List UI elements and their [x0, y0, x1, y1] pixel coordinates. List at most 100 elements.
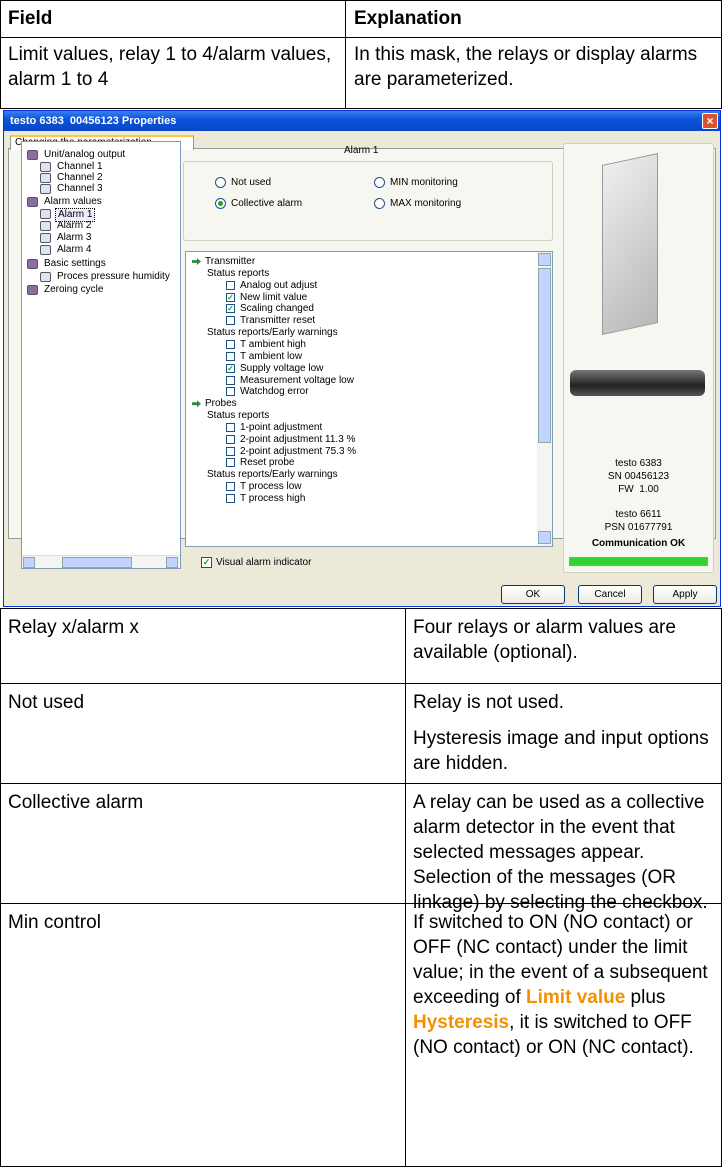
paragraph: Relay is not used.	[413, 690, 718, 715]
tree-item[interactable]: Channel 2	[57, 172, 103, 183]
heading-label: Status reports	[207, 410, 270, 422]
checkbox[interactable]	[226, 422, 235, 432]
progress-bar	[569, 557, 708, 566]
close-button[interactable]: ×	[702, 113, 718, 129]
checkbox-label[interactable]: Supply voltage low	[240, 362, 324, 374]
checkbox-label[interactable]: T process high	[240, 493, 306, 504]
tree-item[interactable]: Zeroing cycle	[44, 284, 104, 295]
checkbox[interactable]	[226, 446, 235, 456]
scroll-thumb[interactable]	[62, 557, 132, 568]
tree-icon	[40, 221, 51, 231]
scroll-button[interactable]	[538, 531, 551, 544]
table-cell: Limit values, relay 1 to 4/alarm values,…	[8, 44, 332, 90]
checkbox-label[interactable]: T ambient high	[240, 338, 306, 350]
radio-button[interactable]	[374, 177, 385, 188]
option-group	[183, 161, 553, 241]
table-cell: If switched to ON (NO contact) or OFF (N…	[413, 910, 718, 1160]
checkbox[interactable]	[226, 375, 235, 385]
checkbox-label[interactable]: 1-point adjustment	[240, 421, 323, 433]
text-run: Hysteresis image and input options are h…	[413, 728, 709, 774]
checkbox[interactable]	[226, 458, 235, 468]
scroll-button[interactable]	[538, 253, 551, 266]
scroll-button[interactable]	[166, 557, 178, 568]
checkbox[interactable]	[226, 482, 235, 492]
tree-item[interactable]: Alarm 3	[57, 232, 92, 243]
table-border	[345, 0, 346, 109]
tree-item[interactable]: Unit/analog output	[44, 149, 126, 160]
group-label: Probes	[205, 398, 237, 410]
tree-item[interactable]: Alarm 1	[55, 208, 96, 222]
checkbox[interactable]	[226, 434, 235, 444]
dialog-button[interactable]: OK	[501, 585, 565, 604]
checkbox-label[interactable]: Scaling changed	[240, 303, 314, 315]
checkbox-label[interactable]: Transmitter reset	[240, 315, 316, 327]
tree-item[interactable]: Alarm 4	[57, 244, 92, 255]
text-run: plus	[625, 987, 666, 1008]
checkbox[interactable]	[226, 494, 235, 503]
highlight-term: Limit value	[526, 987, 626, 1008]
table-border	[0, 608, 722, 609]
table-border	[0, 683, 722, 684]
radio-label[interactable]: MAX monitoring	[390, 198, 462, 209]
tree-item[interactable]: Alarm values	[44, 196, 102, 207]
group-icon	[192, 258, 201, 265]
table-border	[0, 37, 722, 38]
tree-item[interactable]: Channel 3	[57, 183, 103, 194]
horizontal-scrollbar	[22, 555, 180, 568]
table-cell: Collective alarm	[8, 792, 144, 813]
checkbox[interactable]: ✓	[201, 557, 212, 568]
checkbox-label[interactable]: New limit value	[240, 291, 308, 303]
tree-item[interactable]: Alarm 2	[57, 220, 92, 231]
radio-button[interactable]	[374, 198, 385, 209]
radio-button[interactable]	[215, 198, 226, 209]
heading-label: Status reports/Early warnings	[207, 469, 338, 481]
scroll-thumb[interactable]	[538, 268, 551, 443]
radio-label[interactable]: Collective alarm	[231, 198, 303, 209]
checkbox-label[interactable]: T ambient low	[240, 350, 303, 362]
checkbox[interactable]: ✓	[226, 363, 235, 373]
checkbox[interactable]	[226, 280, 235, 290]
group-icon	[192, 400, 201, 408]
tree-icon	[40, 272, 51, 282]
checkbox-label[interactable]: 2-point adjustment 75.3 %	[240, 445, 357, 457]
scroll-button[interactable]	[23, 557, 35, 568]
checkbox[interactable]	[226, 387, 235, 397]
text-run: A relay can be used as a collective alar…	[413, 792, 708, 913]
vertical-scrollbar	[537, 252, 552, 546]
table-cell: A relay can be used as a collective alar…	[413, 790, 718, 1040]
checkbox[interactable]: ✓	[226, 292, 235, 302]
radio-button[interactable]	[215, 177, 226, 188]
tree-icon	[40, 233, 51, 243]
radio-dot	[218, 201, 223, 206]
checkbox[interactable]	[226, 316, 235, 326]
radio-label[interactable]: MIN monitoring	[390, 177, 458, 188]
section-title: Alarm 1	[344, 145, 379, 156]
checkbox-label[interactable]: Measurement voltage low	[240, 374, 354, 386]
checkbox-label[interactable]: Reset probe	[240, 457, 295, 469]
table-border	[0, 0, 722, 1]
dialog-button[interactable]: Cancel	[578, 585, 642, 604]
table-border	[405, 608, 406, 1167]
checkbox-label[interactable]: 2-point adjustment 11.3 %	[240, 433, 356, 445]
checkbox-label[interactable]: Watchdog error	[240, 386, 309, 398]
dialog-button[interactable]: Apply	[653, 585, 717, 604]
tree-item[interactable]: Proces pressure humidity	[57, 271, 170, 282]
paragraph: A relay can be used as a collective alar…	[413, 790, 718, 915]
tree-icon	[27, 150, 38, 160]
paragraph: Four relays or alarm values are availabl…	[413, 615, 718, 665]
radio-label[interactable]: Not used	[231, 177, 272, 188]
checkbox-label[interactable]: T process low	[240, 481, 302, 493]
checkbox[interactable]	[226, 339, 235, 349]
table-cell: Four relays or alarm values are availabl…	[413, 615, 718, 865]
paragraph: If switched to ON (NO contact) or OFF (N…	[413, 910, 718, 1060]
text-run: If switched to ON (NO contact) or OFF (N…	[413, 912, 708, 1008]
heading-label: Status reports	[207, 267, 270, 279]
tree-item[interactable]: Channel 1	[57, 161, 103, 172]
checkbox-label[interactable]: Analog out adjust	[240, 279, 318, 291]
tree-icon	[27, 197, 38, 207]
checkbox[interactable]: ✓	[226, 304, 235, 314]
checkbox-label[interactable]: Visual alarm indicator	[216, 557, 312, 568]
tree-item[interactable]: Basic settings	[44, 258, 106, 269]
checkbox[interactable]	[226, 351, 235, 361]
